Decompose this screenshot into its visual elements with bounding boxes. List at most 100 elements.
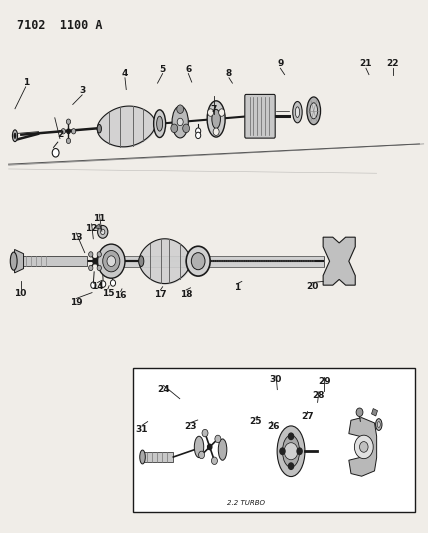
Text: 20: 20 bbox=[306, 282, 318, 291]
Ellipse shape bbox=[310, 103, 318, 119]
Circle shape bbox=[98, 244, 125, 278]
Text: 25: 25 bbox=[250, 417, 262, 425]
Circle shape bbox=[213, 128, 219, 135]
Circle shape bbox=[89, 265, 93, 271]
Circle shape bbox=[280, 448, 285, 455]
Polygon shape bbox=[349, 418, 377, 477]
Polygon shape bbox=[94, 224, 101, 229]
Ellipse shape bbox=[14, 133, 16, 139]
Text: 11: 11 bbox=[93, 214, 106, 223]
Ellipse shape bbox=[277, 426, 305, 477]
Polygon shape bbox=[15, 249, 24, 273]
Polygon shape bbox=[323, 237, 355, 285]
Text: 2: 2 bbox=[57, 130, 63, 139]
Circle shape bbox=[98, 225, 108, 238]
Circle shape bbox=[67, 129, 70, 133]
Bar bbox=[122, 256, 324, 266]
Circle shape bbox=[177, 105, 184, 114]
Text: 27: 27 bbox=[301, 413, 314, 421]
Circle shape bbox=[101, 281, 106, 287]
Circle shape bbox=[52, 149, 59, 157]
Circle shape bbox=[91, 282, 96, 288]
Text: 12: 12 bbox=[85, 224, 98, 232]
FancyBboxPatch shape bbox=[245, 94, 275, 138]
Circle shape bbox=[354, 435, 373, 458]
Ellipse shape bbox=[307, 97, 321, 125]
Circle shape bbox=[191, 253, 205, 270]
Circle shape bbox=[211, 457, 217, 464]
Ellipse shape bbox=[154, 110, 166, 138]
Circle shape bbox=[66, 119, 71, 124]
Text: 17: 17 bbox=[154, 290, 167, 298]
Bar bbox=[133, 368, 415, 512]
Circle shape bbox=[219, 109, 225, 116]
Text: 23: 23 bbox=[184, 422, 197, 431]
Text: 28: 28 bbox=[312, 391, 325, 400]
Text: 14: 14 bbox=[91, 282, 104, 291]
Text: 26: 26 bbox=[267, 422, 279, 431]
Circle shape bbox=[171, 124, 178, 133]
Text: 7: 7 bbox=[211, 105, 217, 114]
Text: 13: 13 bbox=[70, 233, 83, 241]
Circle shape bbox=[186, 246, 210, 276]
Ellipse shape bbox=[97, 124, 101, 133]
Text: 6: 6 bbox=[185, 65, 191, 74]
Circle shape bbox=[61, 128, 65, 134]
Bar bbox=[143, 452, 173, 462]
Circle shape bbox=[297, 448, 302, 455]
Circle shape bbox=[196, 132, 201, 139]
Ellipse shape bbox=[207, 101, 225, 137]
Circle shape bbox=[284, 443, 298, 460]
Text: 3: 3 bbox=[79, 86, 85, 95]
Circle shape bbox=[66, 138, 71, 143]
Ellipse shape bbox=[140, 450, 146, 464]
Text: 9: 9 bbox=[277, 60, 283, 68]
Ellipse shape bbox=[194, 436, 204, 457]
Bar bbox=[21, 256, 87, 266]
Text: 2.2 TURBO: 2.2 TURBO bbox=[227, 500, 265, 506]
Ellipse shape bbox=[10, 252, 17, 270]
Text: 19: 19 bbox=[70, 298, 83, 307]
Ellipse shape bbox=[218, 439, 227, 460]
Text: 7102  1100 A: 7102 1100 A bbox=[17, 19, 103, 31]
Text: 15: 15 bbox=[101, 289, 114, 297]
Ellipse shape bbox=[293, 101, 302, 123]
Circle shape bbox=[177, 118, 183, 126]
Circle shape bbox=[71, 128, 76, 134]
Circle shape bbox=[183, 124, 190, 133]
Text: 10: 10 bbox=[15, 289, 27, 297]
Circle shape bbox=[208, 109, 214, 116]
Text: 1: 1 bbox=[23, 78, 29, 87]
Circle shape bbox=[196, 128, 201, 134]
Circle shape bbox=[199, 451, 205, 458]
Text: 16: 16 bbox=[114, 292, 127, 300]
Text: 8: 8 bbox=[226, 69, 232, 78]
Text: 21: 21 bbox=[360, 60, 372, 68]
Ellipse shape bbox=[172, 106, 188, 138]
Text: 31: 31 bbox=[136, 425, 149, 433]
Circle shape bbox=[110, 280, 116, 286]
Ellipse shape bbox=[295, 107, 300, 117]
Ellipse shape bbox=[212, 109, 220, 128]
Circle shape bbox=[356, 408, 363, 417]
Ellipse shape bbox=[12, 130, 18, 142]
Circle shape bbox=[360, 441, 368, 452]
Text: 24: 24 bbox=[157, 385, 170, 393]
Ellipse shape bbox=[377, 422, 380, 427]
Text: 22: 22 bbox=[386, 60, 399, 68]
Circle shape bbox=[89, 252, 93, 257]
Text: 30: 30 bbox=[270, 375, 282, 384]
Circle shape bbox=[97, 252, 101, 257]
Ellipse shape bbox=[376, 419, 382, 431]
Circle shape bbox=[97, 265, 101, 271]
Circle shape bbox=[202, 430, 208, 437]
Circle shape bbox=[107, 256, 116, 266]
Text: 29: 29 bbox=[318, 377, 331, 385]
Circle shape bbox=[288, 433, 294, 440]
Circle shape bbox=[288, 463, 294, 470]
Text: 5: 5 bbox=[160, 65, 166, 74]
Circle shape bbox=[93, 259, 97, 264]
Ellipse shape bbox=[139, 256, 144, 266]
Text: 1: 1 bbox=[235, 284, 241, 292]
Circle shape bbox=[103, 251, 120, 272]
